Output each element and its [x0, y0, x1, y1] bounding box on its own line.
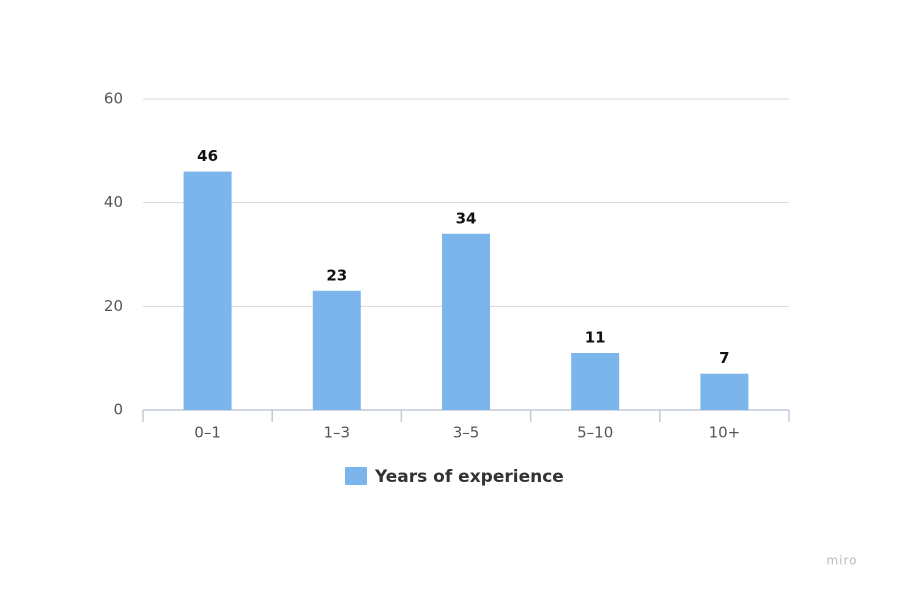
watermark: miro — [826, 554, 857, 568]
bar — [312, 290, 361, 410]
y-tick-label: 0 — [113, 401, 123, 419]
y-tick-label: 40 — [104, 193, 123, 211]
legend-swatch — [345, 467, 367, 485]
data-label: 23 — [326, 266, 347, 284]
data-label: 11 — [585, 328, 606, 346]
data-label: 7 — [719, 349, 729, 367]
bar — [571, 352, 620, 410]
data-label: 34 — [456, 209, 477, 227]
x-tick-label: 0–1 — [194, 424, 221, 442]
legend-label: Years of experience — [374, 467, 564, 487]
y-tick-label: 60 — [104, 90, 123, 108]
x-tick-label: 10+ — [709, 424, 741, 442]
data-label: 46 — [197, 147, 218, 165]
bar — [442, 233, 490, 410]
bar — [183, 171, 232, 410]
bar — [700, 373, 749, 410]
x-tick-label: 1–3 — [324, 424, 351, 442]
x-tick-label: 3–5 — [453, 424, 480, 442]
x-tick-label: 5–10 — [577, 424, 613, 442]
y-tick-label: 20 — [104, 297, 123, 315]
